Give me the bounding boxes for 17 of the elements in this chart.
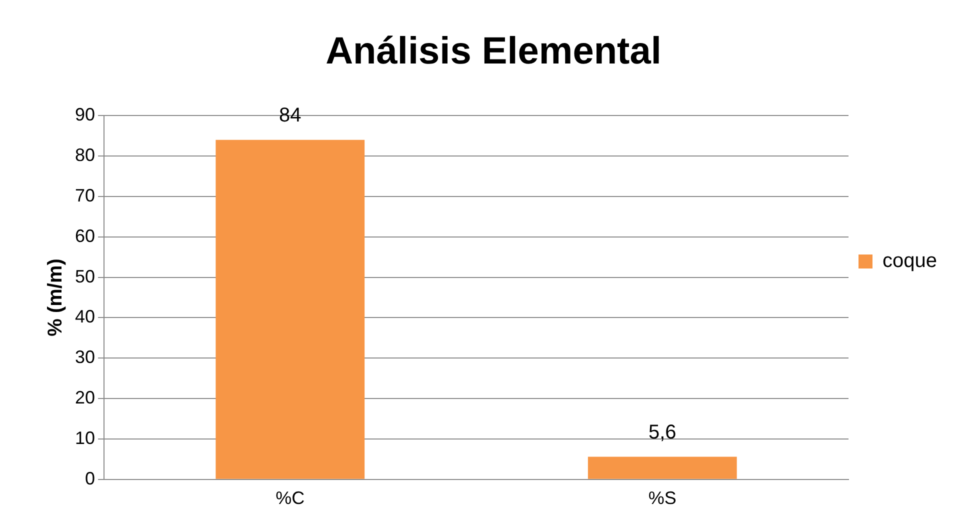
y-tick-label: 0	[85, 468, 96, 488]
data-label: 84	[279, 104, 302, 126]
y-tick-label: 20	[74, 388, 96, 408]
legend-label: coque	[882, 250, 938, 272]
y-tick-label: 70	[74, 185, 96, 206]
y-tick-label: 10	[74, 428, 96, 448]
y-axis-title: % (m/m)	[44, 258, 67, 336]
data-label: 5,6	[648, 421, 676, 444]
y-tick-label: 80	[74, 144, 96, 165]
x-tick-label: %C	[276, 488, 305, 508]
y-tick-label: 60	[74, 226, 96, 246]
x-tick-label: %S	[648, 488, 676, 508]
chart-title: Análisis Elemental	[326, 30, 662, 72]
y-tick-label: 30	[74, 347, 96, 368]
y-tick-label: 40	[74, 306, 96, 327]
y-tick-label: 50	[74, 266, 96, 286]
y-tick-label: 90	[74, 104, 96, 125]
